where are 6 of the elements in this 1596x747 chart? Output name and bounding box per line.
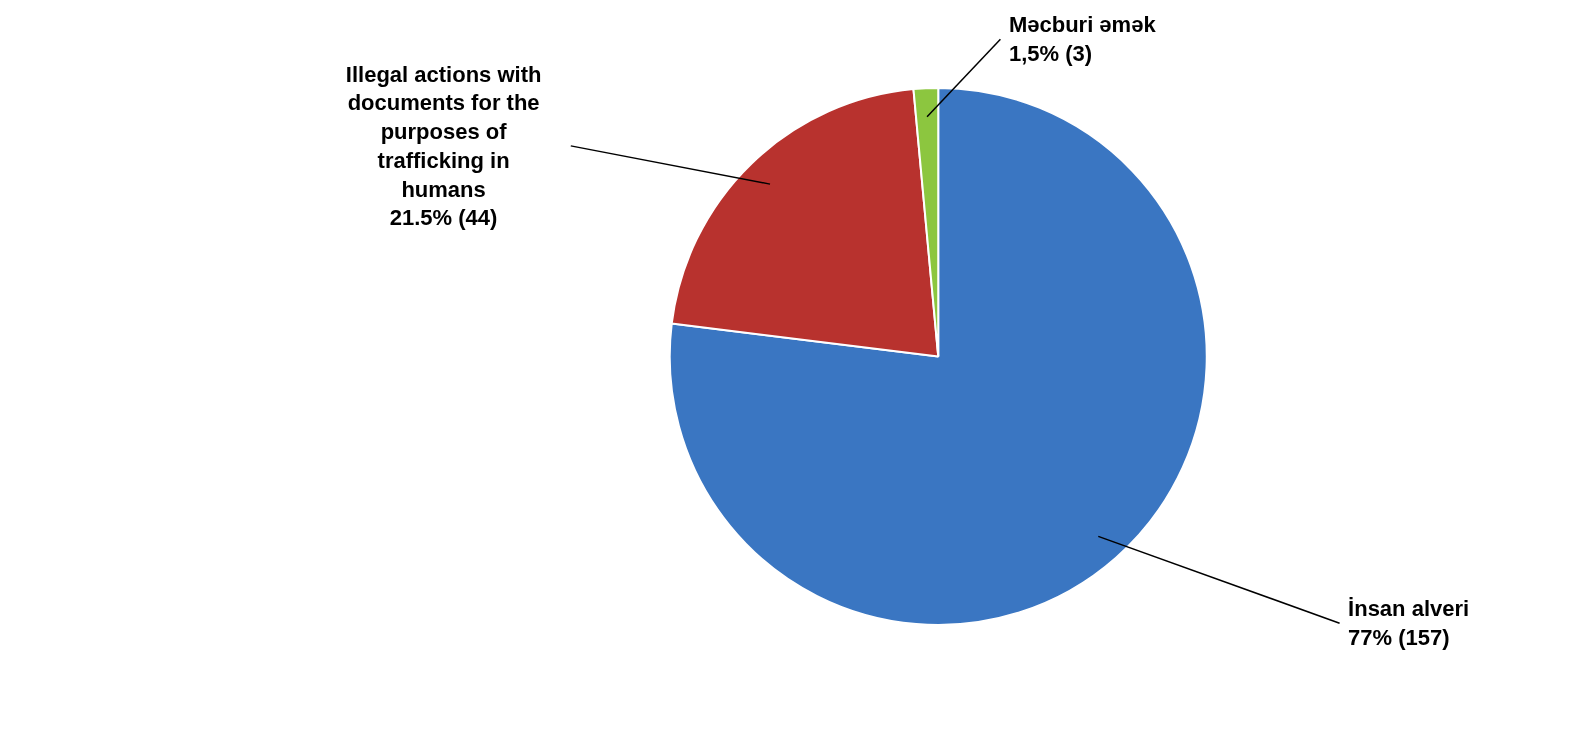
data-label: 77% (157): [1348, 625, 1450, 651]
data-label: 1,5% (3): [1008, 41, 1093, 67]
slice-label: Illegal actions with documents for the purposes of trafficking in humans: [345, 61, 542, 202]
data-label: 21.5% (44): [389, 205, 498, 231]
slice-label: Məcburi əmək: [1008, 12, 1157, 38]
slice-label: İnsan alveri: [1348, 596, 1470, 622]
